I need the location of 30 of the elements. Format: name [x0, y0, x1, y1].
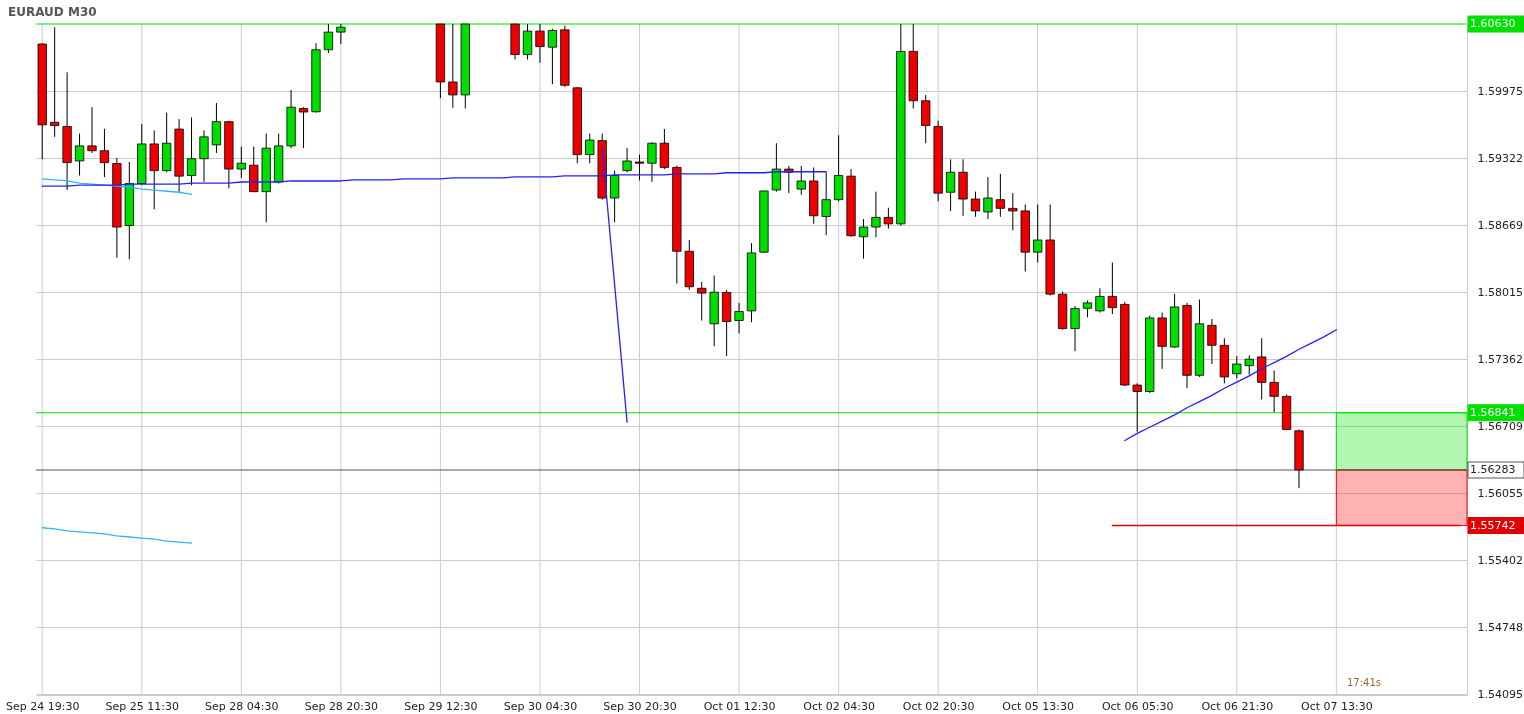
x-tick-label: Sep 28 04:30: [205, 699, 279, 713]
y-tick-label: 1.55402: [1477, 553, 1523, 567]
x-tick-label: Oct 02 04:30: [803, 699, 875, 713]
y-tick-label: 1.56709: [1477, 419, 1523, 433]
x-tick-label: Oct 05 13:30: [1002, 699, 1075, 713]
x-tick-label: Sep 24 19:30: [6, 699, 80, 713]
chart-title: EURAUD M30: [8, 5, 97, 19]
y-tick-label: 1.54095: [1477, 687, 1523, 701]
x-tick-label: Oct 02 20:30: [902, 699, 975, 713]
ref-line-label: 1.60630: [1470, 17, 1516, 30]
y-tick-label: 1.56055: [1477, 486, 1523, 500]
y-tick-label: 1.59975: [1477, 84, 1523, 98]
x-tick-label: Oct 06 21:30: [1201, 699, 1274, 713]
ref-line-label: 1.56283: [1470, 463, 1516, 476]
ref-line-label: 1.56841: [1470, 405, 1516, 419]
y-tick-label: 1.57362: [1477, 352, 1523, 366]
x-tick-label: Sep 28 20:30: [304, 699, 379, 713]
x-tick-label: Oct 07 13:30: [1300, 699, 1373, 713]
y-tick-label: 1.54748: [1477, 620, 1523, 634]
annotation: 17:41s: [1346, 677, 1381, 688]
series-label: 1.55742: [1470, 518, 1516, 532]
x-tick-label: Sep 30 04:30: [503, 699, 578, 713]
y-tick-label: 1.58015: [1477, 285, 1523, 299]
x-tick-label: Sep 30 20:30: [603, 699, 677, 713]
x-tick-label: Oct 06 05:30: [1101, 699, 1174, 713]
x-tick-label: Sep 25 11:30: [105, 699, 179, 713]
x-tick-label: Oct 01 12:30: [703, 699, 776, 713]
y-tick-label: 1.59322: [1477, 151, 1523, 165]
x-tick-label: Sep 29 12:30: [404, 699, 478, 713]
y-tick-label: 1.58669: [1477, 218, 1523, 232]
